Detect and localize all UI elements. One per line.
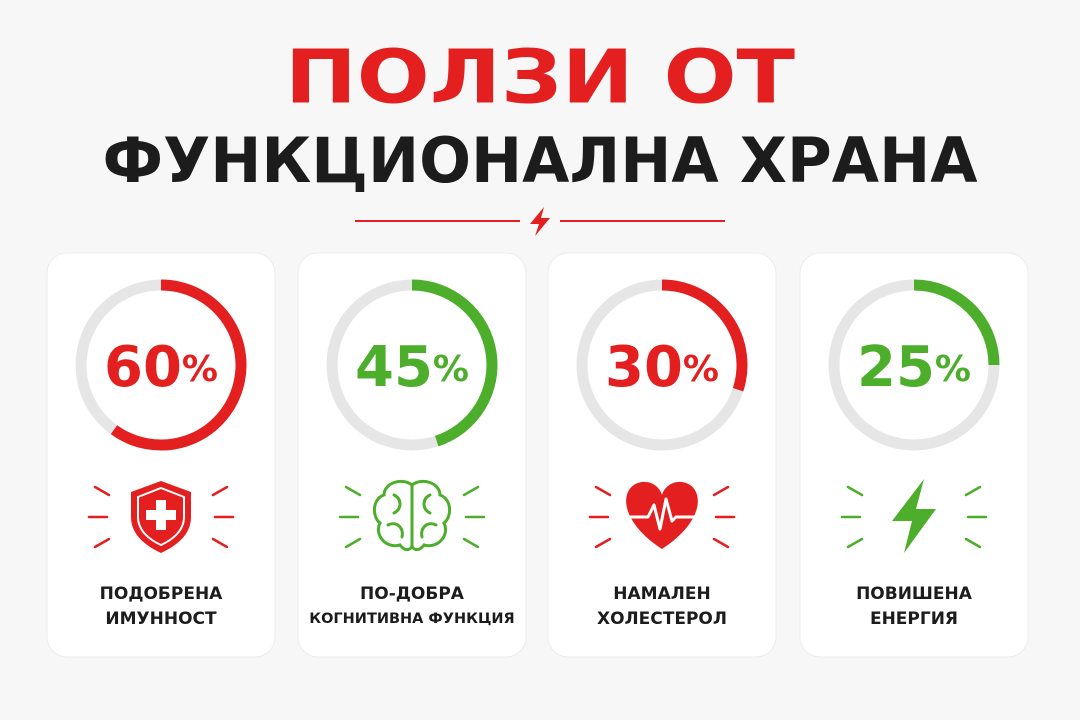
shield-cross bbox=[146, 500, 176, 530]
icon bbox=[588, 481, 736, 549]
percent-label: 30% bbox=[605, 335, 719, 400]
card bbox=[46, 252, 276, 658]
brain bbox=[373, 479, 414, 552]
card-label: ЕНЕРГИЯ bbox=[870, 609, 958, 629]
icon-ray bbox=[344, 485, 362, 497]
icon-ray bbox=[344, 537, 362, 549]
gauge-arc bbox=[913, 279, 1000, 366]
icon-ray bbox=[462, 537, 480, 549]
icon-ray bbox=[93, 485, 111, 497]
icon-ray bbox=[964, 537, 982, 549]
percent-label: 45% bbox=[355, 335, 469, 400]
icon-ray bbox=[712, 485, 730, 497]
card-label: ХОЛЕСТЕРОЛ bbox=[597, 609, 727, 629]
percent-label: 60% bbox=[104, 335, 218, 400]
ecg-line bbox=[628, 497, 696, 531]
icon-ray bbox=[93, 537, 111, 549]
icon-ray bbox=[846, 485, 864, 497]
icon bbox=[338, 479, 486, 552]
icon-ray bbox=[712, 537, 730, 549]
gauge-arc bbox=[661, 279, 748, 392]
card bbox=[297, 252, 527, 658]
percent-label: 25% bbox=[857, 335, 971, 400]
icon-ray bbox=[211, 537, 229, 549]
title-line-1: ПОЛЗИ ОТ bbox=[285, 35, 796, 121]
icon-ray bbox=[964, 485, 982, 497]
card-label: НАМАЛЕН bbox=[613, 584, 710, 604]
shield-inner bbox=[137, 486, 185, 547]
icon-ray bbox=[211, 485, 229, 497]
icon-ray bbox=[594, 485, 612, 497]
divider-bolt bbox=[530, 207, 550, 236]
icon bbox=[87, 481, 235, 553]
icon-ray bbox=[594, 537, 612, 549]
card-label: ПОВИШЕНА bbox=[856, 584, 973, 604]
title-line-2: ФУНКЦИОНАЛНА ХРАНА bbox=[103, 124, 978, 197]
gauge-arc bbox=[411, 279, 498, 447]
card-label: ПОДОБРЕНА bbox=[100, 584, 224, 604]
bolt bbox=[892, 479, 936, 553]
card-label: ИМУННОСТ bbox=[105, 609, 217, 629]
card-label: ПО-ДОБРА bbox=[360, 584, 465, 604]
icon bbox=[840, 479, 988, 553]
icon-ray bbox=[846, 537, 864, 549]
icon-ray bbox=[462, 485, 480, 497]
brain-fold bbox=[386, 483, 438, 547]
gauge-arc bbox=[110, 279, 247, 451]
card-label: КОГНИТИВНА ФУНКЦИЯ bbox=[309, 611, 514, 627]
card bbox=[799, 252, 1029, 658]
brain bbox=[410, 479, 451, 552]
card bbox=[547, 252, 777, 658]
